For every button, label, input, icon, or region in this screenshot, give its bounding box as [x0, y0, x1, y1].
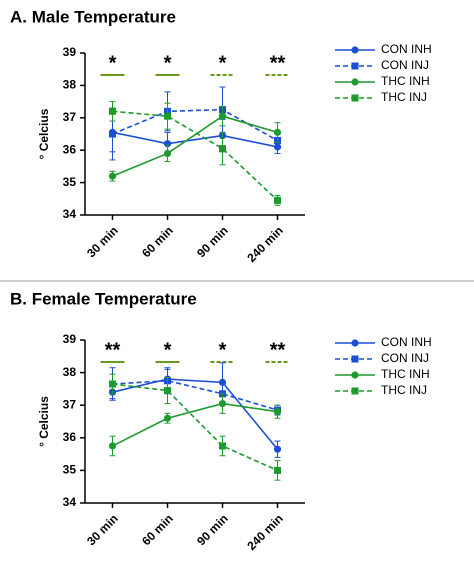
- significance-label: *: [219, 52, 227, 74]
- marker: [218, 112, 227, 120]
- series-line: [112, 378, 279, 450]
- significance-label: **: [270, 339, 286, 361]
- legend-marker: [351, 62, 359, 70]
- legend-label: CON INH: [381, 335, 432, 349]
- legend-label: CON INJ: [381, 58, 429, 72]
- marker: [163, 149, 172, 158]
- legend-label: CON INJ: [381, 351, 429, 365]
- series-line: [112, 131, 278, 148]
- y-tick-label: 37: [63, 397, 77, 411]
- y-tick-label: 34: [63, 207, 77, 221]
- legend-marker: [351, 387, 359, 395]
- marker: [274, 196, 281, 204]
- series-line: [112, 110, 279, 202]
- y-tick-label: 38: [63, 78, 77, 92]
- significance-label: **: [270, 52, 286, 74]
- marker: [219, 145, 226, 153]
- series-line: [112, 379, 278, 411]
- x-tick-label: 90 min: [194, 223, 231, 260]
- x-tick-label: 60 min: [139, 223, 176, 260]
- legend-marker: [351, 339, 359, 347]
- marker: [274, 466, 281, 474]
- significance-label: *: [164, 52, 172, 74]
- marker: [219, 442, 226, 450]
- x-tick-label: 30 min: [84, 511, 121, 548]
- legend-marker: [351, 94, 359, 102]
- marker: [273, 445, 282, 453]
- marker: [109, 107, 116, 115]
- x-tick-label: 240 min: [244, 223, 286, 265]
- x-tick-label: 240 min: [244, 511, 286, 553]
- x-tick-label: 90 min: [194, 511, 231, 548]
- y-tick-label: 35: [63, 175, 77, 189]
- marker: [108, 442, 117, 450]
- marker: [218, 399, 227, 408]
- y-tick-label: 37: [63, 110, 77, 124]
- marker: [109, 130, 116, 138]
- legend-label: THC INH: [381, 367, 430, 381]
- y-tick-label: 35: [63, 463, 77, 477]
- significance-label: *: [164, 339, 172, 361]
- legend-marker: [351, 46, 359, 54]
- y-axis-label: ° Celcius: [37, 108, 51, 159]
- series-line: [112, 115, 278, 177]
- marker: [164, 387, 171, 395]
- y-tick-label: 38: [63, 365, 77, 379]
- x-tick-label: 60 min: [139, 511, 176, 548]
- series-line: [112, 402, 278, 447]
- y-tick-label: 39: [63, 45, 77, 59]
- chart-title: A. Male Temperature: [10, 7, 176, 26]
- chart-title: B. Female Temperature: [10, 289, 197, 308]
- significance-label: **: [105, 339, 121, 361]
- y-axis-label: ° Celcius: [37, 396, 51, 447]
- marker: [109, 380, 116, 388]
- series-line: [112, 383, 278, 472]
- y-tick-label: 36: [63, 142, 77, 156]
- legend-label: THC INJ: [381, 90, 427, 104]
- legend-marker: [351, 371, 359, 379]
- significance-label: *: [219, 339, 227, 361]
- legend-label: THC INJ: [381, 383, 427, 397]
- y-tick-label: 39: [63, 332, 77, 346]
- legend-label: THC INH: [381, 74, 430, 88]
- marker: [164, 112, 171, 120]
- significance-label: *: [109, 52, 117, 74]
- legend-label: CON INH: [381, 42, 432, 56]
- legend-marker: [351, 78, 359, 86]
- marker: [108, 172, 117, 180]
- y-tick-label: 34: [63, 495, 77, 509]
- marker: [273, 128, 282, 136]
- y-tick-label: 36: [63, 430, 77, 444]
- legend-marker: [351, 355, 359, 363]
- marker: [273, 408, 282, 416]
- marker: [163, 414, 172, 422]
- x-tick-label: 30 min: [84, 223, 121, 260]
